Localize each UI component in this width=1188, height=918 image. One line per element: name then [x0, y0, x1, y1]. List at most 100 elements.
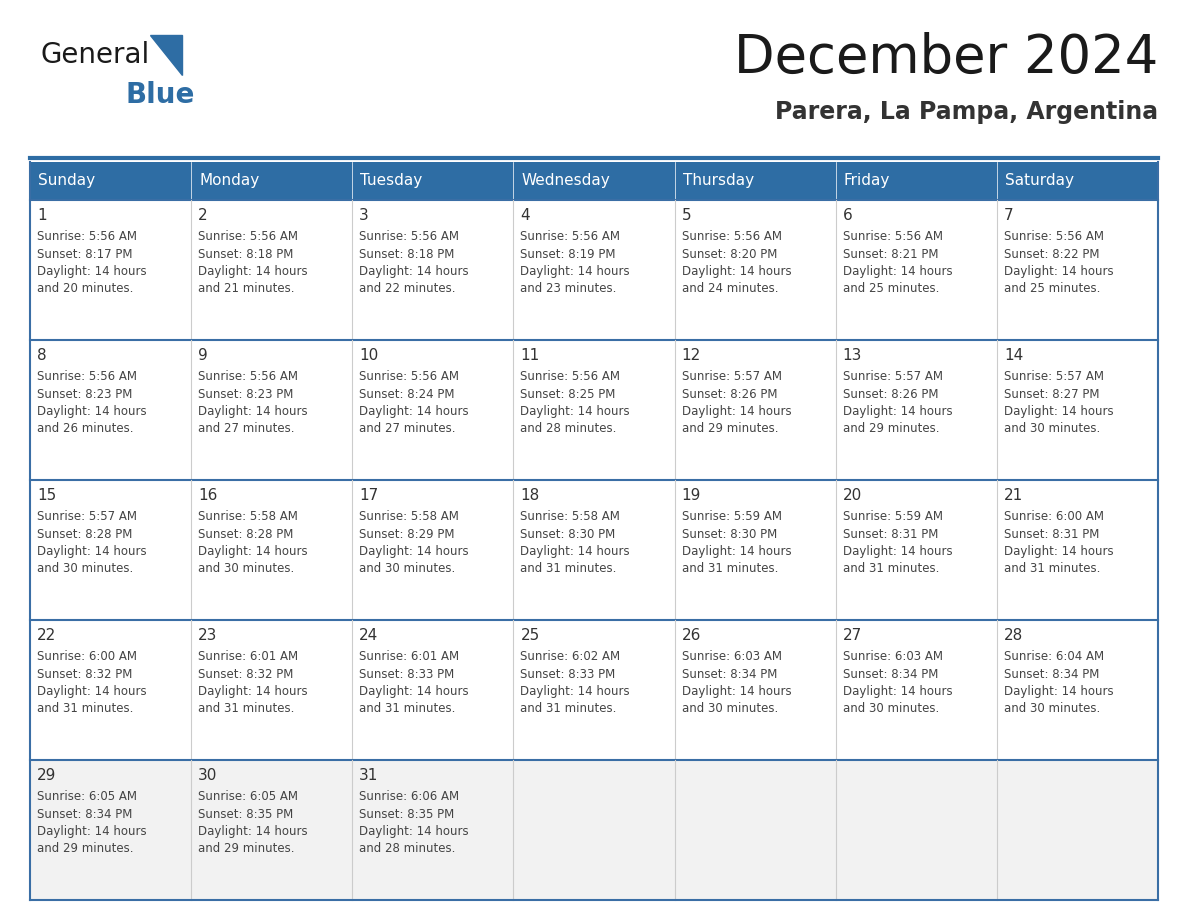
Text: Sunrise: 5:57 AM: Sunrise: 5:57 AM: [37, 510, 137, 523]
Text: Sunday: Sunday: [38, 174, 95, 188]
Text: Daylight: 14 hours: Daylight: 14 hours: [682, 685, 791, 698]
Text: 8: 8: [37, 348, 46, 363]
Bar: [835, 340, 997, 480]
Bar: [835, 162, 997, 200]
Bar: [997, 200, 1158, 340]
Text: 29: 29: [37, 768, 56, 783]
Text: Daylight: 14 hours: Daylight: 14 hours: [1004, 265, 1113, 278]
Text: Sunrise: 6:02 AM: Sunrise: 6:02 AM: [520, 650, 620, 663]
Text: 3: 3: [359, 208, 369, 223]
Text: Daylight: 14 hours: Daylight: 14 hours: [842, 265, 953, 278]
Text: Sunset: 8:33 PM: Sunset: 8:33 PM: [520, 667, 615, 680]
Text: and 30 minutes.: and 30 minutes.: [682, 702, 778, 715]
Text: Sunset: 8:35 PM: Sunset: 8:35 PM: [359, 808, 455, 821]
Text: Daylight: 14 hours: Daylight: 14 hours: [682, 265, 791, 278]
Text: 5: 5: [682, 208, 691, 223]
Text: Daylight: 14 hours: Daylight: 14 hours: [682, 405, 791, 418]
Text: and 31 minutes.: and 31 minutes.: [682, 563, 778, 576]
Text: Friday: Friday: [843, 174, 890, 188]
Text: Daylight: 14 hours: Daylight: 14 hours: [520, 545, 630, 558]
Text: 16: 16: [198, 488, 217, 503]
Text: and 29 minutes.: and 29 minutes.: [842, 422, 940, 435]
Text: Sunset: 8:25 PM: Sunset: 8:25 PM: [520, 387, 615, 400]
Text: 7: 7: [1004, 208, 1013, 223]
Text: Sunset: 8:29 PM: Sunset: 8:29 PM: [359, 528, 455, 541]
Bar: [675, 480, 835, 620]
Text: Sunset: 8:34 PM: Sunset: 8:34 PM: [1004, 667, 1099, 680]
Text: 19: 19: [682, 488, 701, 503]
Text: Sunset: 8:18 PM: Sunset: 8:18 PM: [359, 248, 455, 261]
Text: Daylight: 14 hours: Daylight: 14 hours: [842, 545, 953, 558]
Text: Blue: Blue: [125, 81, 195, 109]
Text: 27: 27: [842, 628, 862, 643]
Text: Daylight: 14 hours: Daylight: 14 hours: [198, 825, 308, 838]
Text: Sunrise: 5:56 AM: Sunrise: 5:56 AM: [37, 370, 137, 383]
Text: Sunrise: 6:03 AM: Sunrise: 6:03 AM: [842, 650, 943, 663]
Text: Sunset: 8:28 PM: Sunset: 8:28 PM: [37, 528, 132, 541]
Bar: [513, 620, 675, 760]
Bar: [513, 760, 675, 900]
Text: Sunrise: 5:56 AM: Sunrise: 5:56 AM: [198, 230, 298, 243]
Text: 14: 14: [1004, 348, 1023, 363]
Text: and 27 minutes.: and 27 minutes.: [198, 422, 295, 435]
Text: Monday: Monday: [200, 174, 259, 188]
Text: 17: 17: [359, 488, 379, 503]
Text: Daylight: 14 hours: Daylight: 14 hours: [198, 405, 308, 418]
Bar: [30, 340, 191, 480]
Text: Daylight: 14 hours: Daylight: 14 hours: [37, 545, 146, 558]
Text: Sunset: 8:34 PM: Sunset: 8:34 PM: [842, 667, 939, 680]
Text: Sunset: 8:31 PM: Sunset: 8:31 PM: [842, 528, 939, 541]
Text: and 31 minutes.: and 31 minutes.: [520, 702, 617, 715]
Bar: [353, 200, 513, 340]
Text: Sunrise: 5:56 AM: Sunrise: 5:56 AM: [1004, 230, 1104, 243]
Text: 11: 11: [520, 348, 539, 363]
Text: and 30 minutes.: and 30 minutes.: [1004, 422, 1100, 435]
Bar: [513, 480, 675, 620]
Text: Daylight: 14 hours: Daylight: 14 hours: [37, 405, 146, 418]
Text: Sunrise: 5:56 AM: Sunrise: 5:56 AM: [520, 370, 620, 383]
Text: Sunrise: 6:05 AM: Sunrise: 6:05 AM: [198, 790, 298, 803]
Text: and 31 minutes.: and 31 minutes.: [520, 563, 617, 576]
Text: Daylight: 14 hours: Daylight: 14 hours: [37, 825, 146, 838]
Text: 6: 6: [842, 208, 853, 223]
Text: 1: 1: [37, 208, 46, 223]
Bar: [30, 162, 191, 200]
Bar: [675, 340, 835, 480]
Text: Daylight: 14 hours: Daylight: 14 hours: [520, 405, 630, 418]
Bar: [30, 760, 191, 900]
Text: Sunrise: 6:00 AM: Sunrise: 6:00 AM: [1004, 510, 1104, 523]
Text: Daylight: 14 hours: Daylight: 14 hours: [1004, 405, 1113, 418]
Text: Sunset: 8:32 PM: Sunset: 8:32 PM: [37, 667, 132, 680]
Text: Sunrise: 5:56 AM: Sunrise: 5:56 AM: [198, 370, 298, 383]
Text: Sunset: 8:28 PM: Sunset: 8:28 PM: [198, 528, 293, 541]
Text: Saturday: Saturday: [1005, 174, 1074, 188]
Text: Sunset: 8:24 PM: Sunset: 8:24 PM: [359, 387, 455, 400]
Text: and 29 minutes.: and 29 minutes.: [198, 843, 295, 856]
Text: Sunrise: 5:58 AM: Sunrise: 5:58 AM: [520, 510, 620, 523]
Text: Daylight: 14 hours: Daylight: 14 hours: [37, 685, 146, 698]
Bar: [513, 162, 675, 200]
Bar: [997, 340, 1158, 480]
Text: 31: 31: [359, 768, 379, 783]
Text: and 29 minutes.: and 29 minutes.: [682, 422, 778, 435]
Text: Tuesday: Tuesday: [360, 174, 423, 188]
Text: Daylight: 14 hours: Daylight: 14 hours: [359, 405, 469, 418]
Bar: [191, 200, 353, 340]
Bar: [997, 480, 1158, 620]
Text: Sunset: 8:32 PM: Sunset: 8:32 PM: [198, 667, 293, 680]
Text: Daylight: 14 hours: Daylight: 14 hours: [520, 685, 630, 698]
Text: and 31 minutes.: and 31 minutes.: [842, 563, 939, 576]
Text: Daylight: 14 hours: Daylight: 14 hours: [1004, 545, 1113, 558]
Bar: [191, 620, 353, 760]
Bar: [675, 200, 835, 340]
Text: 2: 2: [198, 208, 208, 223]
Text: Sunset: 8:22 PM: Sunset: 8:22 PM: [1004, 248, 1099, 261]
Text: and 28 minutes.: and 28 minutes.: [359, 843, 456, 856]
Text: Sunrise: 6:01 AM: Sunrise: 6:01 AM: [359, 650, 460, 663]
Text: Sunrise: 6:01 AM: Sunrise: 6:01 AM: [198, 650, 298, 663]
Text: Sunset: 8:21 PM: Sunset: 8:21 PM: [842, 248, 939, 261]
Text: Sunrise: 5:56 AM: Sunrise: 5:56 AM: [37, 230, 137, 243]
Text: Thursday: Thursday: [683, 174, 753, 188]
Bar: [997, 162, 1158, 200]
Text: Sunset: 8:17 PM: Sunset: 8:17 PM: [37, 248, 133, 261]
